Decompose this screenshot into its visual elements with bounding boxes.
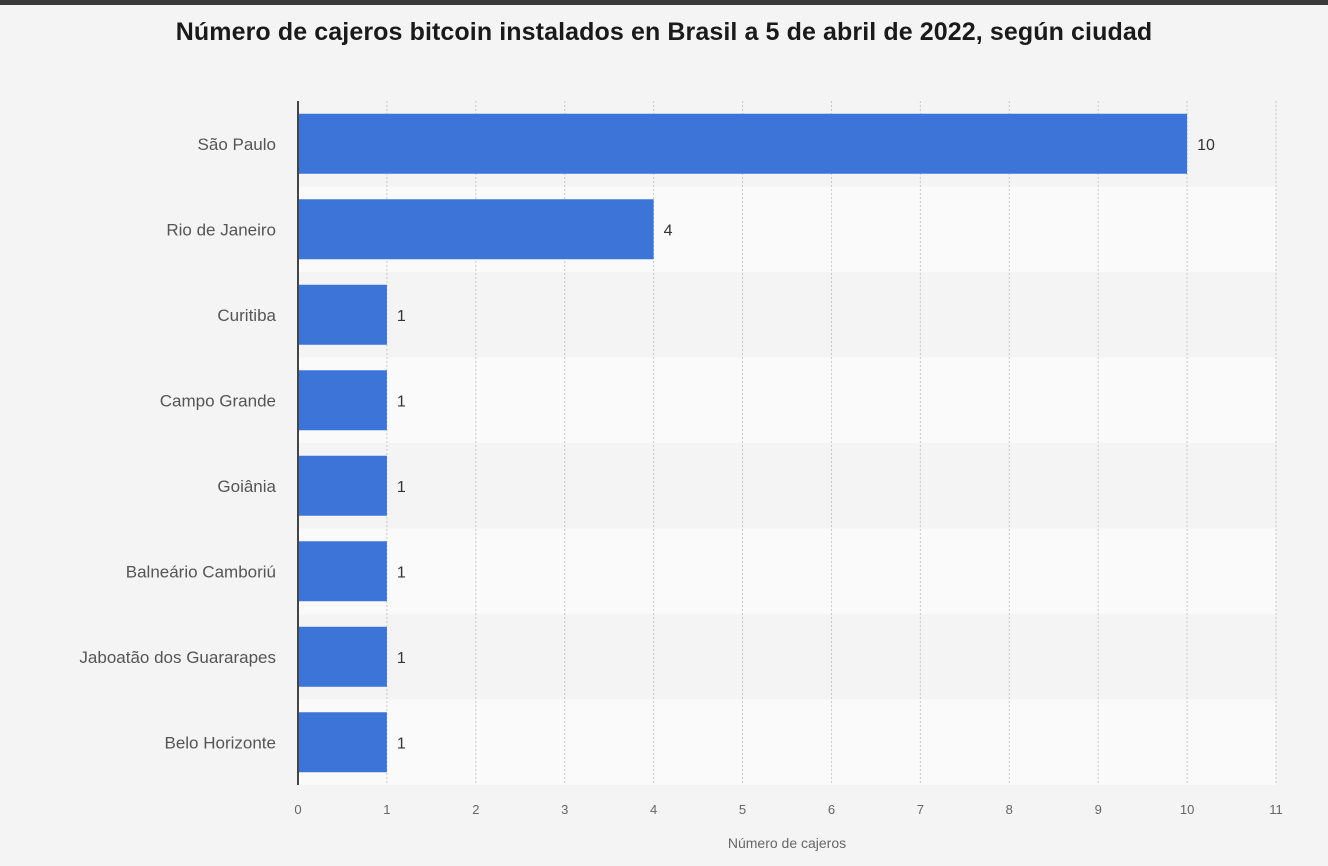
row-band bbox=[298, 699, 1276, 785]
category-label: Curitiba bbox=[217, 306, 276, 325]
bar-value-label: 1 bbox=[397, 650, 406, 667]
x-tick-label: 1 bbox=[383, 802, 390, 817]
x-tick-label: 7 bbox=[917, 802, 924, 817]
x-tick-label: 6 bbox=[828, 802, 835, 817]
x-tick-label: 5 bbox=[739, 802, 746, 817]
x-tick-label: 2 bbox=[472, 802, 479, 817]
bar[interactable] bbox=[298, 712, 387, 773]
category-label: Rio de Janeiro bbox=[166, 220, 276, 239]
category-label: São Paulo bbox=[198, 135, 276, 154]
top-bar bbox=[0, 0, 1328, 5]
x-tick-label: 11 bbox=[1269, 802, 1283, 817]
x-tick-label: 9 bbox=[1095, 802, 1102, 817]
x-tick-label: 0 bbox=[294, 802, 301, 817]
bar-value-label: 1 bbox=[397, 564, 406, 581]
bar[interactable] bbox=[298, 541, 387, 602]
value-labels: 10 4 1 1 1 1 1 1 bbox=[397, 137, 1215, 753]
category-label: Balneário Camboriú bbox=[126, 562, 276, 581]
x-tick-label: 8 bbox=[1006, 802, 1013, 817]
bar[interactable] bbox=[298, 113, 1188, 174]
row-band bbox=[298, 443, 1276, 529]
x-axis-title: Número de cajeros bbox=[728, 835, 846, 851]
category-labels: São Paulo Rio de Janeiro Curitiba Campo Gra… bbox=[79, 135, 276, 753]
category-label: Jaboatão dos Guararapes bbox=[79, 648, 276, 667]
bar[interactable] bbox=[298, 626, 387, 687]
x-tick-label: 3 bbox=[561, 802, 568, 817]
category-label: Belo Horizonte bbox=[164, 733, 276, 752]
bar-value-label: 1 bbox=[397, 393, 406, 410]
row-band bbox=[298, 272, 1276, 358]
bar-value-label: 4 bbox=[664, 222, 673, 239]
bar-value-label: 1 bbox=[397, 308, 406, 325]
bar-value-label: 1 bbox=[397, 479, 406, 496]
chart-title: Número de cajeros bitcoin instalados en … bbox=[175, 18, 1153, 46]
bar[interactable] bbox=[298, 370, 387, 431]
bar[interactable] bbox=[298, 284, 387, 345]
x-tick-label: 10 bbox=[1180, 802, 1194, 817]
x-tick-labels: 0 1 2 3 4 5 6 7 8 9 10 11 bbox=[294, 802, 1282, 817]
bar[interactable] bbox=[298, 455, 387, 516]
x-tick-label: 4 bbox=[650, 802, 657, 817]
row-band bbox=[298, 357, 1276, 443]
row-band bbox=[298, 528, 1276, 614]
bar-value-label: 1 bbox=[397, 735, 406, 752]
category-label: Campo Grande bbox=[160, 391, 276, 410]
row-band bbox=[298, 614, 1276, 700]
bars bbox=[298, 113, 1188, 773]
category-label: Goiânia bbox=[217, 477, 276, 496]
bar[interactable] bbox=[298, 199, 654, 260]
bar-value-label: 10 bbox=[1197, 137, 1215, 154]
